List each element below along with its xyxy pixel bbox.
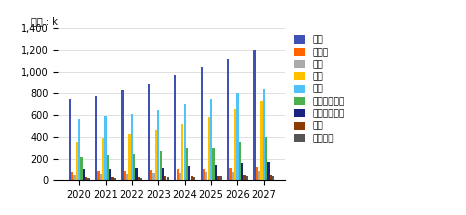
Bar (200, 67, 203, 180)
Legend: 미국, 캐나다, 일본, 중국, 유럽, 아시아태평양, 라틴아메리카, 중동, 아프리카: 미국, 캐나다, 일본, 중국, 유럽, 아시아태평양, 라틴아메리카, 중동,… (291, 33, 347, 146)
Bar (258, 171, 260, 180)
Bar (88, 178, 89, 180)
Bar (164, 177, 166, 180)
Bar (246, 177, 248, 180)
Bar (208, 117, 210, 180)
Bar (133, 154, 135, 180)
Bar (179, 173, 181, 180)
Bar (219, 177, 221, 180)
Bar (270, 175, 272, 180)
Bar (174, 75, 177, 180)
Bar (191, 177, 193, 180)
Bar (157, 110, 159, 180)
Bar (69, 99, 71, 180)
Bar (148, 84, 150, 180)
Bar (129, 134, 130, 180)
Bar (243, 175, 246, 180)
Bar (186, 148, 188, 180)
Bar (75, 142, 78, 180)
Bar (150, 170, 152, 180)
Bar (73, 175, 75, 180)
Bar (122, 90, 123, 180)
Bar (109, 169, 111, 180)
Bar (217, 176, 219, 180)
Bar (256, 167, 258, 180)
Bar (152, 173, 155, 180)
Bar (155, 130, 157, 180)
Bar (85, 177, 87, 180)
Bar (181, 124, 184, 180)
Bar (227, 59, 229, 180)
Bar (71, 172, 73, 180)
Bar (136, 168, 138, 180)
Bar (162, 168, 164, 180)
Bar (100, 174, 102, 180)
Bar (239, 142, 241, 180)
Bar (210, 99, 212, 180)
Bar (188, 166, 191, 180)
Bar (131, 114, 133, 180)
Bar (114, 178, 116, 180)
Bar (82, 169, 85, 180)
Bar (260, 101, 263, 180)
Bar (78, 120, 80, 180)
Bar (140, 178, 143, 180)
Bar (95, 96, 97, 180)
Bar (236, 93, 239, 180)
Bar (107, 155, 109, 180)
Bar (184, 104, 186, 180)
Bar (126, 174, 128, 180)
Bar (254, 50, 255, 180)
Bar (102, 138, 104, 180)
Bar (124, 170, 126, 180)
Bar (267, 162, 270, 180)
Bar (229, 168, 232, 180)
Bar (215, 164, 217, 180)
Text: 단위 : k: 단위 : k (31, 16, 58, 26)
Bar (111, 177, 114, 180)
Bar (272, 176, 274, 180)
Bar (212, 148, 214, 180)
Bar (203, 169, 205, 180)
Bar (159, 152, 162, 180)
Bar (104, 116, 107, 180)
Bar (234, 109, 236, 180)
Bar (166, 177, 169, 180)
Bar (241, 163, 243, 180)
Bar (97, 170, 100, 180)
Bar (232, 172, 234, 180)
Bar (265, 137, 267, 180)
Bar (138, 177, 140, 180)
Bar (177, 169, 179, 180)
Bar (80, 157, 82, 180)
Bar (263, 89, 265, 180)
Bar (205, 172, 207, 180)
Bar (193, 177, 195, 180)
